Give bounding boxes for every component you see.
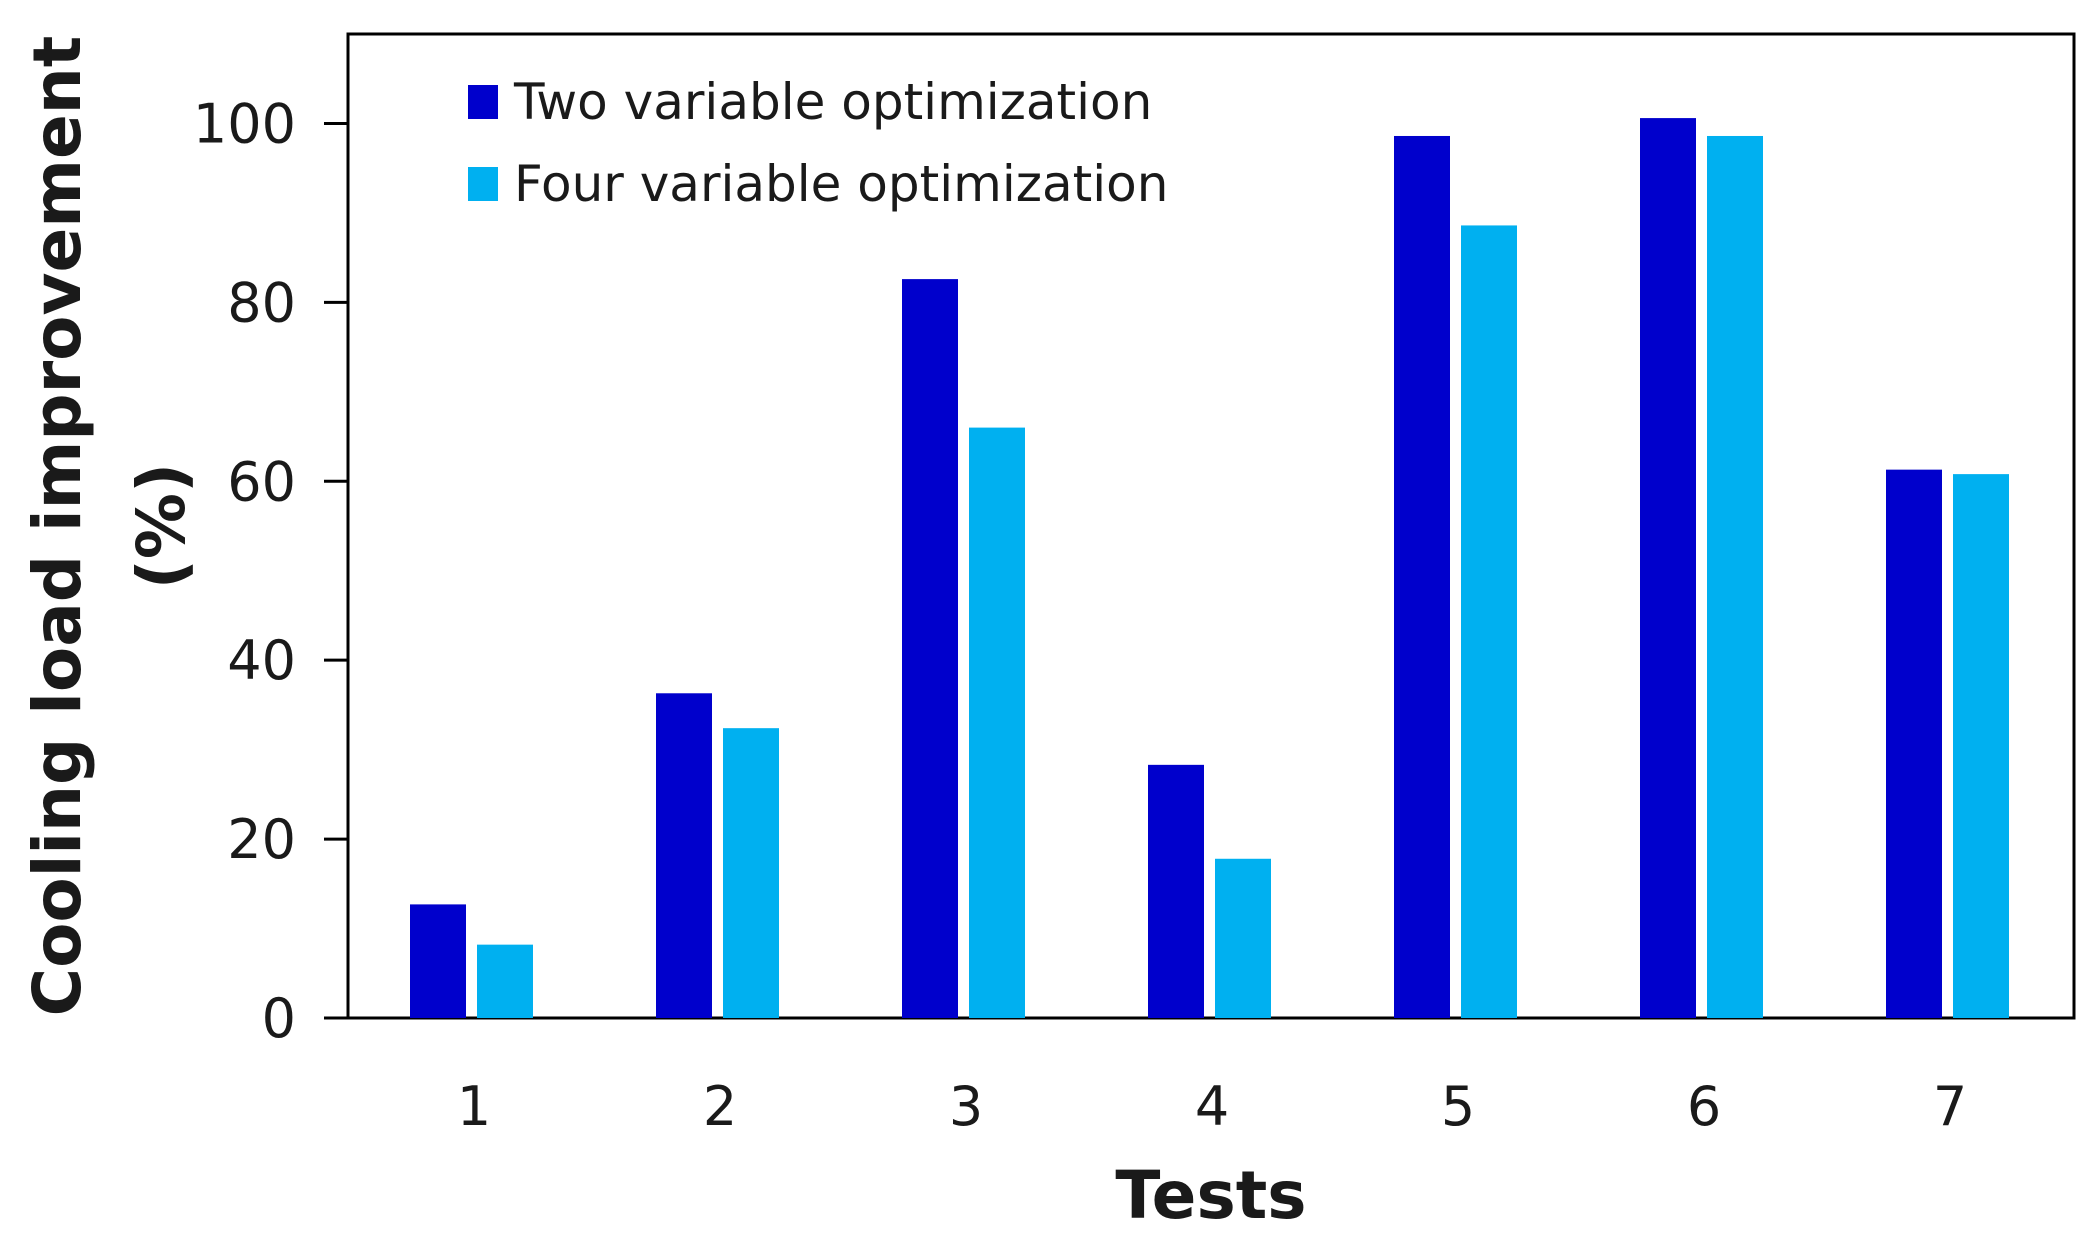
bars-group xyxy=(410,118,2009,1019)
bar-two-variable-test-7 xyxy=(1886,469,1942,1018)
x-tick-label-1: 1 xyxy=(457,1075,491,1138)
x-tick-label-5: 5 xyxy=(1441,1075,1475,1138)
y-tick-label-60: 60 xyxy=(227,450,296,513)
x-tick-label-3: 3 xyxy=(949,1075,983,1138)
bar-two-variable-test-2 xyxy=(656,693,712,1018)
bar-two-variable-test-1 xyxy=(410,904,466,1018)
bar-two-variable-test-5 xyxy=(1394,135,1450,1019)
x-axis: 1 2 3 4 5 6 7 xyxy=(457,1075,1967,1138)
bar-four-variable-test-5 xyxy=(1461,225,1517,1018)
bar-four-variable-test-2 xyxy=(723,728,779,1018)
y-tick-label-0: 0 xyxy=(262,987,296,1050)
legend-label-four-variable: Four variable optimization xyxy=(514,155,1168,213)
bar-two-variable-test-4 xyxy=(1148,764,1204,1018)
legend-swatch-four-variable xyxy=(468,167,498,201)
y-axis: 0 20 40 60 80 100 xyxy=(193,92,348,1050)
bar-four-variable-test-4 xyxy=(1215,858,1271,1018)
bar-four-variable-test-3 xyxy=(969,427,1025,1019)
bar-four-variable-test-1 xyxy=(477,944,533,1018)
y-axis-title-line-1: Cooling load improvement xyxy=(19,36,96,1017)
y-tick-label-80: 80 xyxy=(227,271,296,334)
legend: Two variable optimization Four variable o… xyxy=(468,73,1168,213)
bar-two-variable-test-6 xyxy=(1640,118,1696,1018)
y-axis-title-line-2: (%) xyxy=(123,463,200,589)
plot-frame xyxy=(346,32,2076,1020)
x-tick-label-6: 6 xyxy=(1687,1075,1721,1138)
x-axis-title: Tests xyxy=(1115,1157,1306,1234)
bar-four-variable-test-6 xyxy=(1707,135,1763,1019)
x-tick-label-2: 2 xyxy=(703,1075,737,1138)
x-tick-label-7: 7 xyxy=(1933,1075,1967,1138)
y-tick-label-100: 100 xyxy=(193,92,296,155)
x-tick-label-4: 4 xyxy=(1195,1075,1229,1138)
legend-label-two-variable: Two variable optimization xyxy=(513,73,1152,131)
legend-swatch-two-variable xyxy=(468,85,498,119)
bar-two-variable-test-3 xyxy=(902,279,958,1018)
y-axis-title: Cooling load improvement (%) xyxy=(19,36,200,1017)
y-tick-label-40: 40 xyxy=(227,629,296,692)
y-tick-label-20: 20 xyxy=(227,808,296,871)
bar-four-variable-test-7 xyxy=(1953,474,2009,1019)
